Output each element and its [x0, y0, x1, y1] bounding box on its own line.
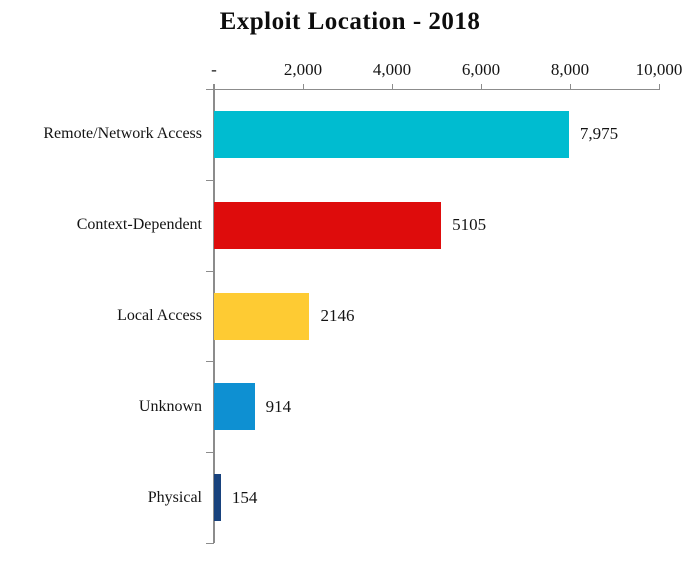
value-label-remote-network-access: 7,975: [579, 124, 619, 144]
x-tick-mark: [481, 84, 482, 89]
bar-remote-network-access: [214, 110, 569, 158]
x-tick-mark: [659, 84, 660, 89]
y-tick-mark: [206, 543, 214, 544]
chart-title: Exploit Location - 2018: [219, 8, 481, 35]
category-label-local-access: Local Access: [117, 307, 202, 324]
x-tick-label: -: [211, 60, 217, 79]
y-tick-mark: [206, 452, 214, 454]
x-axis-line: [214, 89, 660, 90]
category-label-physical: Physical: [147, 488, 202, 506]
category-label-unknown: Unknown: [138, 397, 202, 415]
value-label-context-dependent: 5105: [452, 215, 487, 235]
bar-context-dependent: [214, 201, 442, 249]
x-tick-mark: [303, 84, 304, 89]
y-tick-mark: [206, 361, 214, 363]
y-tick-mark: [206, 89, 214, 90]
x-tick-label: 2,000: [283, 60, 323, 79]
category-label-context-dependent: Context-Dependent: [76, 216, 202, 234]
x-tick-mark: [392, 84, 393, 89]
x-tick-label: 10,000: [635, 60, 683, 79]
x-tick-label: 6,000: [461, 60, 501, 79]
bar-physical: [214, 474, 221, 522]
x-tick-label: 4,000: [372, 60, 412, 79]
value-label-physical: 154: [231, 487, 258, 507]
category-label-remote-network-access: Remote/Network Access: [43, 125, 202, 143]
value-label-unknown: 914: [265, 396, 292, 416]
bar-unknown: [214, 383, 255, 431]
value-label-local-access: 2146: [320, 306, 355, 325]
x-tick-mark: [570, 84, 571, 89]
y-tick-mark: [206, 179, 214, 181]
bar-local-access: [214, 292, 310, 340]
x-tick-label: 8,000: [550, 60, 590, 79]
y-tick-mark: [206, 270, 214, 272]
